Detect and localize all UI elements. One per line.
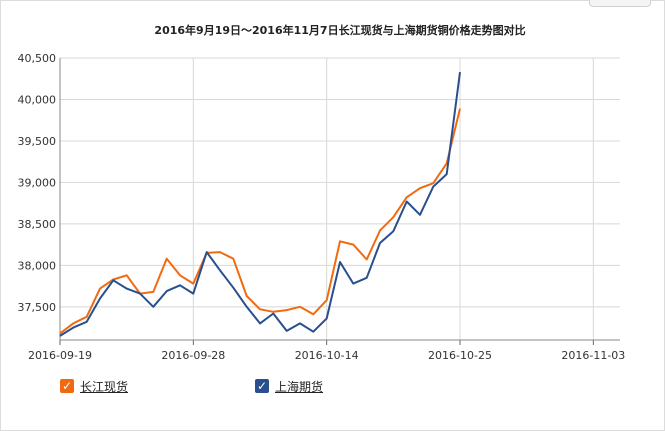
- x-tick-label: 2016-09-19: [28, 349, 92, 362]
- y-tick-label: 39,500: [18, 135, 57, 148]
- x-tick-label: 2016-10-25: [428, 349, 492, 362]
- checkbox-icon[interactable]: ✓: [255, 379, 269, 393]
- x-tick-label: 2016-09-28: [161, 349, 225, 362]
- legend-item-shanghai[interactable]: ✓ 上海期货: [255, 376, 323, 396]
- legend-item-changjiang[interactable]: ✓ 长江现货: [60, 376, 128, 396]
- y-tick-label: 37,500: [18, 301, 57, 314]
- series-line-shanghai: [59, 71, 461, 337]
- export-tab[interactable]: [589, 0, 651, 7]
- legend-label-changjiang: 长江现货: [80, 379, 129, 394]
- chart-title: 2016年9月19日～2016年11月7日长江现货与上海期货铜价格走势图对比: [154, 24, 526, 37]
- checkbox-icon[interactable]: ✓: [60, 379, 74, 393]
- y-tick-label: 39,000: [18, 176, 57, 189]
- legend-label-shanghai: 上海期货: [275, 379, 324, 394]
- x-tick-label: 2016-11-03: [561, 349, 625, 362]
- y-tick-label: 38,500: [18, 218, 57, 231]
- series-line-changjiang: [59, 108, 461, 335]
- y-tick-label: 40,000: [18, 93, 57, 106]
- y-tick-label: 38,000: [18, 259, 57, 272]
- y-tick-label: 40,500: [18, 52, 57, 65]
- x-tick-label: 2016-10-14: [295, 349, 359, 362]
